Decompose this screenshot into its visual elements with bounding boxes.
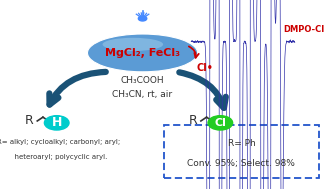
- Text: H: H: [52, 116, 62, 129]
- Text: DMPO-Cl: DMPO-Cl: [284, 25, 324, 34]
- FancyBboxPatch shape: [164, 125, 319, 178]
- Circle shape: [138, 16, 147, 21]
- Text: CH₃CN, rt, air: CH₃CN, rt, air: [112, 90, 173, 99]
- Text: R= alkyl; cycloalkyl; carbonyl; aryl;: R= alkyl; cycloalkyl; carbonyl; aryl;: [0, 139, 120, 145]
- Circle shape: [44, 116, 69, 130]
- Ellipse shape: [102, 38, 163, 51]
- Text: R: R: [25, 115, 34, 127]
- Text: heteroaryl; polycyclic aryl.: heteroaryl; polycyclic aryl.: [10, 154, 107, 160]
- Text: Cl•: Cl•: [196, 63, 213, 73]
- Text: MgCl₂, FeCl₃: MgCl₂, FeCl₃: [105, 48, 180, 58]
- Ellipse shape: [87, 34, 198, 72]
- Circle shape: [208, 116, 233, 130]
- Text: Conv. 95%; Select. 98%: Conv. 95%; Select. 98%: [188, 159, 295, 168]
- Text: R= Ph: R= Ph: [227, 139, 255, 148]
- Text: CH₃COOH: CH₃COOH: [121, 76, 164, 85]
- Text: Cl: Cl: [214, 118, 226, 128]
- Text: R: R: [188, 115, 197, 127]
